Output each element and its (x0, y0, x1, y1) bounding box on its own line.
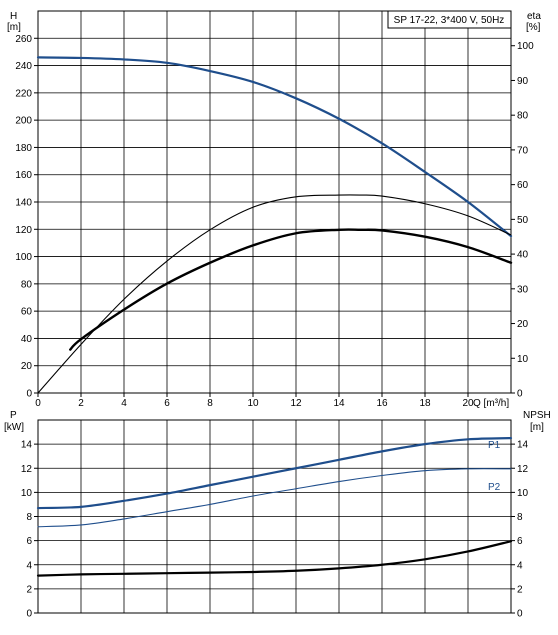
x-tick-label: 0 (35, 398, 41, 409)
p2-series-label: P2 (488, 482, 501, 493)
y-right-tick-label: 60 (517, 180, 529, 191)
y-right-unit-bottom: [m] (530, 422, 544, 433)
y-left-tick-label: 240 (15, 61, 32, 72)
y-right-tick-label: 30 (517, 284, 529, 295)
y-right-tick-label: 90 (517, 76, 529, 87)
tick-labels: 0204060801001201401601802002202402600102… (15, 34, 534, 620)
y-left-tick-label: 60 (21, 307, 33, 318)
y-left-tick-label: 140 (15, 198, 32, 209)
y-right-tick-label: 0 (517, 389, 523, 400)
x-tick-label: 10 (247, 398, 259, 409)
y-right-tick-label: 2 (517, 584, 523, 595)
title-box (387, 10, 512, 29)
y-right-tick-label: 14 (517, 440, 529, 451)
efficiency-curve-thin (37, 194, 512, 394)
y-left-tick-label: 4 (26, 560, 32, 571)
y-left-tick-label: 80 (21, 279, 33, 290)
y-right-label-bottom: NPSH (523, 410, 551, 421)
y-right-tick-label: 40 (517, 250, 529, 261)
power-p1-curve (36, 436, 513, 510)
y-right-tick-label: 8 (517, 512, 523, 523)
y-right-tick-label: 12 (517, 464, 529, 475)
curve-layer (36, 56, 513, 577)
y-right-label-top: eta (527, 11, 541, 22)
y-left-unit-top: [m] (7, 22, 21, 33)
y-left-tick-label: 100 (15, 252, 32, 263)
y-right-tick-label: 4 (517, 560, 523, 571)
grid-lines (34, 11, 515, 614)
y-right-tick-label: 70 (517, 145, 529, 156)
power-p2-curve (37, 468, 512, 528)
y-left-tick-label: 260 (15, 34, 32, 45)
x-tick-label: 12 (290, 398, 302, 409)
y-right-tick-label: 50 (517, 215, 529, 226)
y-left-tick-label: 180 (15, 143, 32, 154)
p1-series-label: P1 (488, 440, 501, 451)
y-right-tick-label: 10 (517, 354, 529, 365)
y-right-tick-label: 20 (517, 319, 529, 330)
x-tick-label: 6 (164, 398, 170, 409)
y-left-tick-label: 120 (15, 225, 32, 236)
x-tick-label: 20 (462, 398, 474, 409)
x-tick-label: 2 (78, 398, 84, 409)
y-left-tick-label: 20 (21, 361, 33, 372)
y-left-tick-label: 220 (15, 88, 32, 99)
y-right-tick-label: 6 (517, 536, 523, 547)
x-axis-label: Q [m³/h] (473, 398, 509, 409)
y-right-tick-label: 80 (517, 111, 529, 122)
y-left-unit-bottom: [kW] (4, 422, 24, 433)
y-left-tick-label: 200 (15, 116, 32, 127)
y-left-tick-label: 8 (26, 512, 32, 523)
y-left-label-bottom: P (10, 410, 17, 421)
y-left-tick-label: 6 (26, 536, 32, 547)
y-left-tick-label: 12 (21, 464, 33, 475)
y-right-tick-label: 0 (517, 609, 523, 620)
y-left-tick-label: 160 (15, 170, 32, 181)
head-curve (36, 56, 513, 238)
y-left-label-top: H (10, 11, 17, 22)
x-tick-label: 8 (207, 398, 213, 409)
y-right-unit-top: [%] (526, 22, 541, 33)
y-left-tick-label: 40 (21, 334, 33, 345)
y-left-tick-label: 14 (21, 440, 33, 451)
y-left-tick-label: 2 (26, 584, 32, 595)
y-right-tick-label: 10 (517, 488, 529, 499)
x-tick-label: 16 (376, 398, 388, 409)
y-left-tick-label: 0 (26, 609, 32, 620)
y-left-tick-label: 0 (26, 389, 32, 400)
chart-title: SP 17-22, 3*400 V, 50Hz (394, 15, 505, 26)
x-tick-label: 4 (121, 398, 127, 409)
y-right-tick-label: 100 (517, 41, 534, 52)
x-tick-label: 18 (419, 398, 431, 409)
x-tick-label: 14 (333, 398, 345, 409)
y-left-tick-label: 10 (21, 488, 33, 499)
npsh-curve (36, 540, 513, 577)
efficiency-curve-thick (69, 228, 513, 351)
